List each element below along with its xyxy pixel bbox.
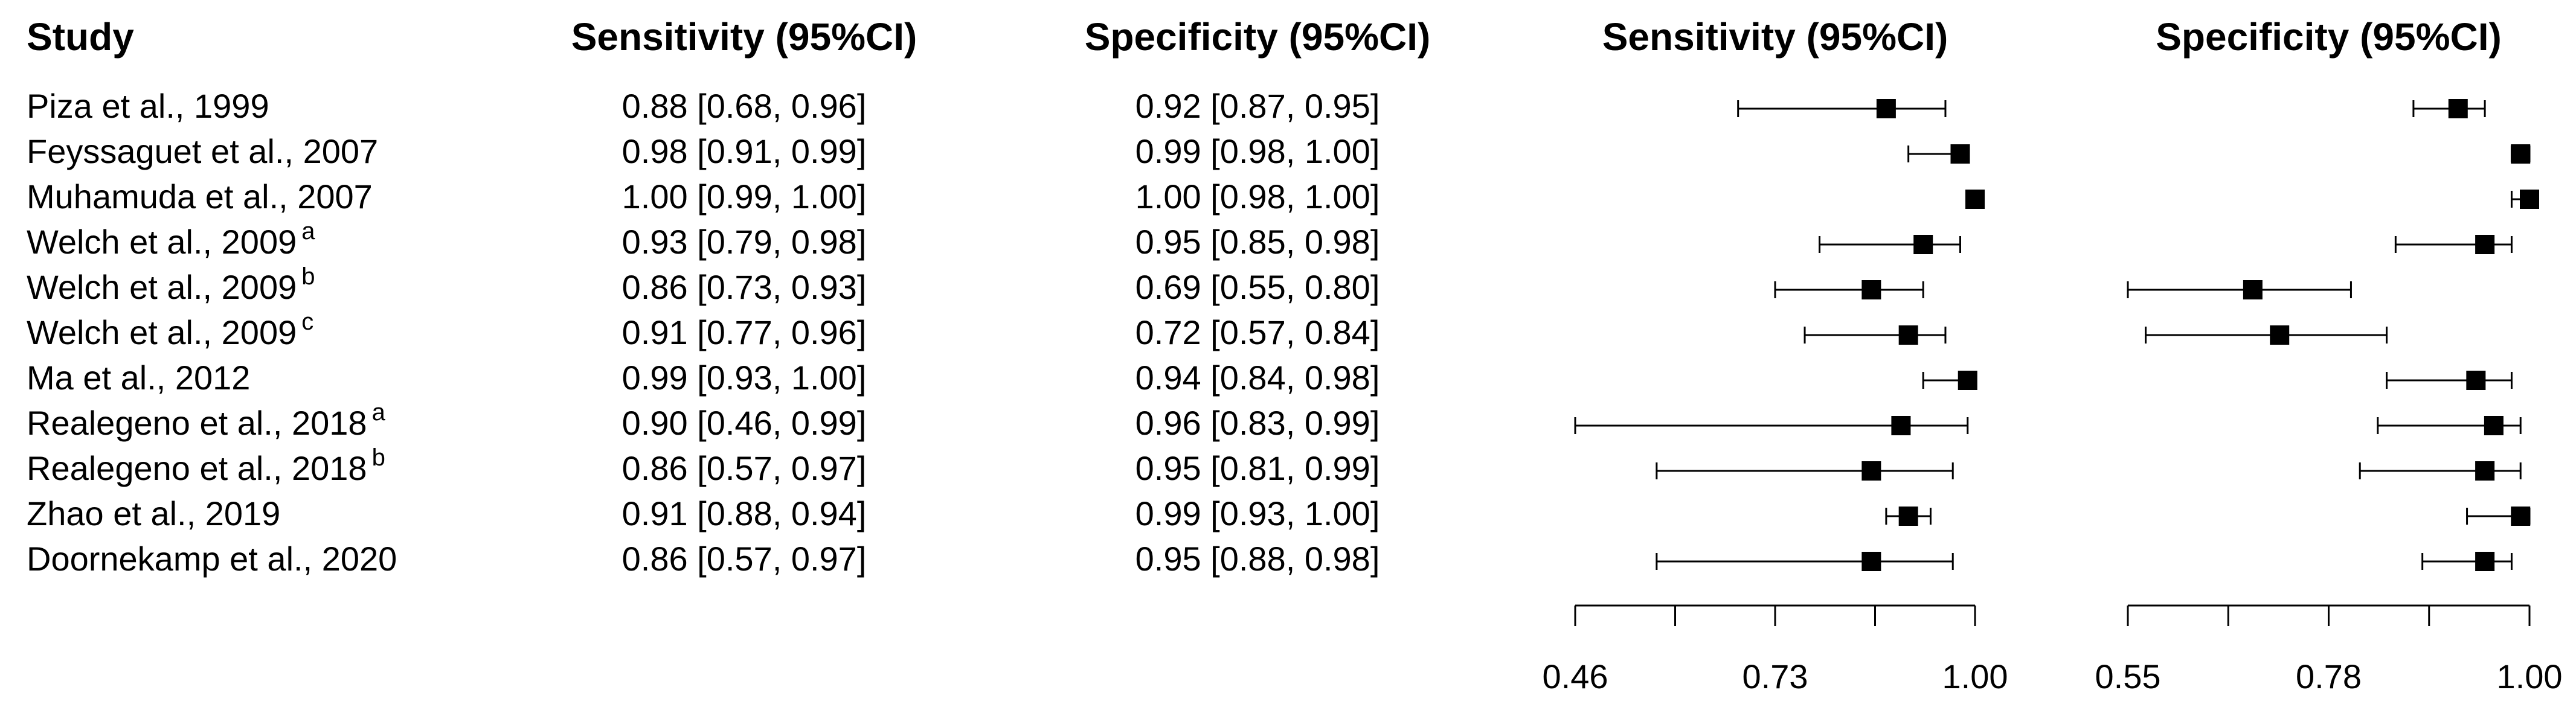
study-label: Welch et al., 2009	[27, 313, 297, 351]
study-label: Welch et al., 2009	[27, 268, 297, 306]
ci-text: 0.72 [0.57, 0.84]	[1135, 313, 1380, 351]
ci-text: 0.86 [0.73, 0.93]	[622, 268, 867, 306]
x-tick-label: 0.46	[1543, 657, 1608, 695]
study-label: Zhao et al., 2019	[27, 494, 280, 532]
point-estimate	[1891, 416, 1911, 435]
plot-title: Specificity (95%CI)	[2156, 15, 2502, 59]
ci-text: 1.00 [0.99, 1.00]	[622, 177, 867, 216]
ci-text: 0.88 [0.68, 0.96]	[622, 87, 867, 125]
ci-line	[1774, 281, 1924, 298]
point-estimate	[1861, 280, 1881, 299]
ci-line	[2127, 281, 2352, 298]
ci-line	[2386, 372, 2513, 389]
point-estimate	[2475, 552, 2495, 571]
ci-line	[1804, 327, 1947, 344]
study-name: Muhamuda et al., 2007	[27, 177, 373, 216]
point-estimate	[2466, 371, 2486, 390]
study-note: a	[301, 218, 315, 245]
point-estimate	[2511, 507, 2531, 526]
ci-line	[1656, 553, 1954, 570]
study-name: Realegeno et al., 2018 b	[27, 444, 385, 487]
point-estimate	[2520, 190, 2539, 209]
ci-line	[1656, 462, 1954, 479]
ci-line	[2145, 327, 2388, 344]
study-name: Welch et al., 2009 c	[27, 308, 313, 351]
point-estimate	[1898, 507, 1918, 526]
ci-text: 0.95 [0.85, 0.98]	[1135, 223, 1380, 261]
ci-line	[2421, 553, 2513, 570]
study-name: Welch et al., 2009 b	[27, 263, 315, 306]
study-label: Realegeno et al., 2018	[27, 404, 367, 442]
study-name: Zhao et al., 2019	[27, 494, 280, 532]
ci-text: 0.95 [0.81, 0.99]	[1135, 449, 1380, 487]
study-name: Feyssaguet et al., 2007	[27, 132, 378, 170]
point-estimate	[2484, 416, 2504, 435]
study-name: Ma et al., 2012	[27, 359, 250, 397]
study-note: a	[372, 399, 386, 426]
ci-text: 0.91 [0.88, 0.94]	[622, 494, 867, 532]
ci-text: 1.00 [0.98, 1.00]	[1135, 177, 1380, 216]
point-estimate	[2243, 280, 2263, 299]
point-estimate	[2448, 99, 2468, 118]
ci-text: 0.95 [0.88, 0.98]	[1135, 540, 1380, 578]
ci-text: 0.98 [0.91, 0.99]	[622, 132, 867, 170]
ci-text: 0.92 [0.87, 0.95]	[1135, 87, 1380, 125]
column-header: Specificity (95%CI)	[1085, 15, 1431, 59]
ci-text: 0.96 [0.83, 0.99]	[1135, 404, 1380, 442]
ci-text: 0.86 [0.57, 0.97]	[622, 449, 867, 487]
study-note: b	[301, 263, 315, 290]
study-label: Doornekamp et al., 2020	[27, 540, 397, 578]
study-label: Welch et al., 2009	[27, 223, 297, 261]
study-header: Study	[27, 15, 134, 59]
ci-line	[1819, 236, 1961, 253]
ci-text: 0.99 [0.98, 1.00]	[1135, 132, 1380, 170]
point-estimate	[2475, 461, 2495, 481]
study-name: Piza et al., 1999	[27, 87, 269, 125]
study-name: Welch et al., 2009 a	[27, 218, 315, 261]
ci-text: 0.94 [0.84, 0.98]	[1135, 359, 1380, 397]
study-label: Ma et al., 2012	[27, 359, 250, 397]
point-estimate	[2270, 325, 2290, 345]
point-estimate	[1950, 144, 1970, 164]
x-tick-label: 0.78	[2296, 657, 2362, 695]
study-label: Feyssaguet et al., 2007	[27, 132, 378, 170]
point-estimate	[1876, 99, 1896, 118]
plot-title: Sensitivity (95%CI)	[1602, 15, 1948, 59]
x-tick-label: 0.55	[2095, 657, 2161, 695]
point-estimate	[1958, 371, 1977, 390]
study-label: Piza et al., 1999	[27, 87, 269, 125]
ci-text: 0.99 [0.93, 1.00]	[622, 359, 867, 397]
study-note: c	[301, 308, 313, 335]
point-estimate	[1965, 190, 1985, 209]
study-note: b	[372, 444, 385, 471]
ci-text: 0.93 [0.79, 0.98]	[622, 223, 867, 261]
study-label: Muhamuda et al., 2007	[27, 177, 373, 216]
x-tick-label: 0.73	[1742, 657, 1808, 695]
ci-text: 0.99 [0.93, 1.00]	[1135, 494, 1380, 532]
x-tick-label: 1.00	[1942, 657, 2008, 695]
point-estimate	[1861, 461, 1881, 481]
study-label: Realegeno et al., 2018	[27, 449, 367, 487]
point-estimate	[2475, 235, 2495, 254]
x-tick-label: 1.00	[2497, 657, 2563, 695]
point-estimate	[1913, 235, 1933, 254]
study-name: Doornekamp et al., 2020	[27, 540, 397, 578]
point-estimate	[1861, 552, 1881, 571]
study-name: Realegeno et al., 2018 a	[27, 399, 386, 442]
point-estimate	[1898, 325, 1918, 345]
point-estimate	[2511, 144, 2531, 164]
ci-text: 0.69 [0.55, 0.80]	[1135, 268, 1380, 306]
column-header: Sensitivity (95%CI)	[571, 15, 917, 59]
ci-text: 0.91 [0.77, 0.96]	[622, 313, 867, 351]
ci-line	[1737, 100, 1947, 117]
ci-text: 0.86 [0.57, 0.97]	[622, 540, 867, 578]
ci-text: 0.90 [0.46, 0.99]	[622, 404, 867, 442]
